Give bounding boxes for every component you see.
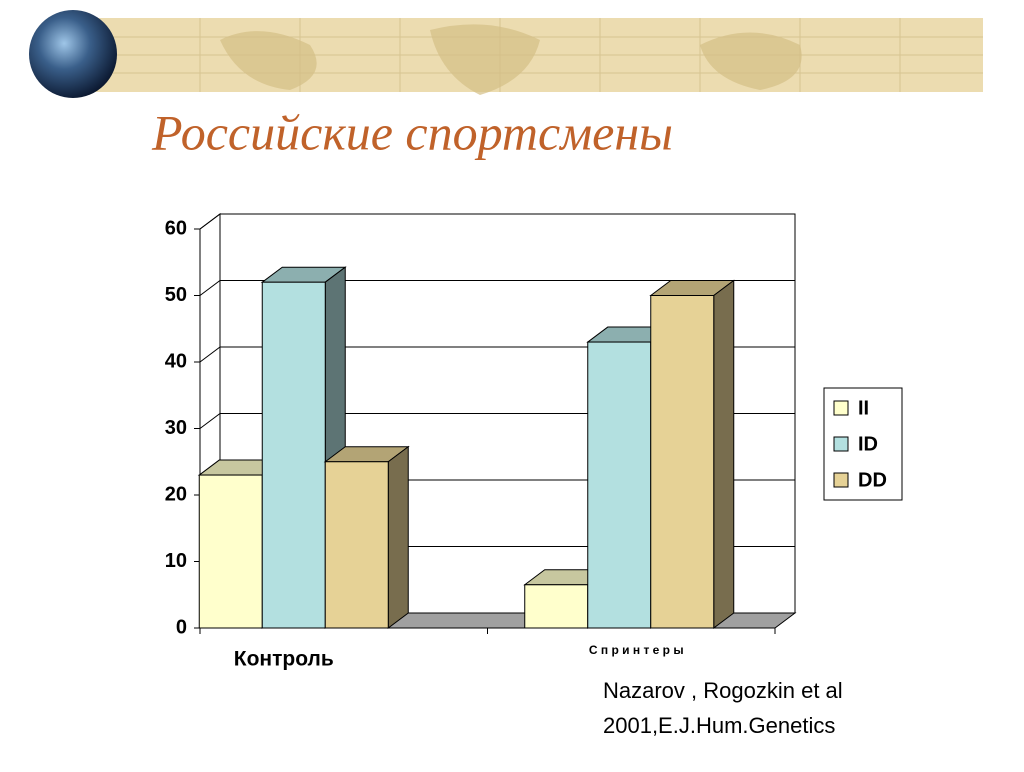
citation-line: 2001,E.J.Hum.Genetics bbox=[603, 713, 835, 738]
bar-front bbox=[524, 584, 589, 629]
grid-line bbox=[199, 280, 795, 296]
citation-line: Nazarov , Rogozkin et al bbox=[603, 678, 843, 703]
bar-front bbox=[324, 461, 389, 629]
bar-side bbox=[387, 445, 409, 629]
legend-swatch bbox=[833, 472, 849, 488]
header-banner bbox=[29, 10, 983, 98]
legend-label: DD bbox=[858, 469, 887, 491]
y-tick-label: 40 bbox=[165, 350, 187, 372]
legend-label: ID bbox=[858, 433, 878, 455]
x-tick-label: Контроль bbox=[234, 648, 334, 671]
legend-swatch bbox=[833, 400, 849, 416]
slide-title: Российские спортсмены bbox=[151, 104, 673, 160]
bar-front bbox=[198, 474, 263, 629]
bar-front bbox=[587, 341, 652, 629]
bar bbox=[649, 279, 736, 629]
y-tick-label: 0 bbox=[176, 616, 187, 638]
chart: 0 10 20 30 40 50 60 Контроль С п р и н т е р ы II… bbox=[165, 213, 903, 671]
bar-front bbox=[261, 281, 326, 629]
legend-label: II bbox=[858, 397, 869, 419]
y-tick-label: 10 bbox=[165, 550, 187, 572]
grid-line bbox=[199, 213, 795, 230]
legend-swatch bbox=[833, 436, 849, 452]
y-tick-label: 50 bbox=[165, 284, 187, 306]
bar bbox=[323, 445, 410, 629]
y-tick-label: 30 bbox=[165, 417, 187, 439]
x-tick-label: С п р и н т е р ы bbox=[589, 643, 684, 657]
y-tick-label: 60 bbox=[165, 217, 187, 239]
bar-side bbox=[713, 279, 735, 629]
bar-front bbox=[650, 295, 715, 629]
globe-icon bbox=[29, 10, 117, 98]
y-tick-label: 20 bbox=[165, 483, 187, 505]
